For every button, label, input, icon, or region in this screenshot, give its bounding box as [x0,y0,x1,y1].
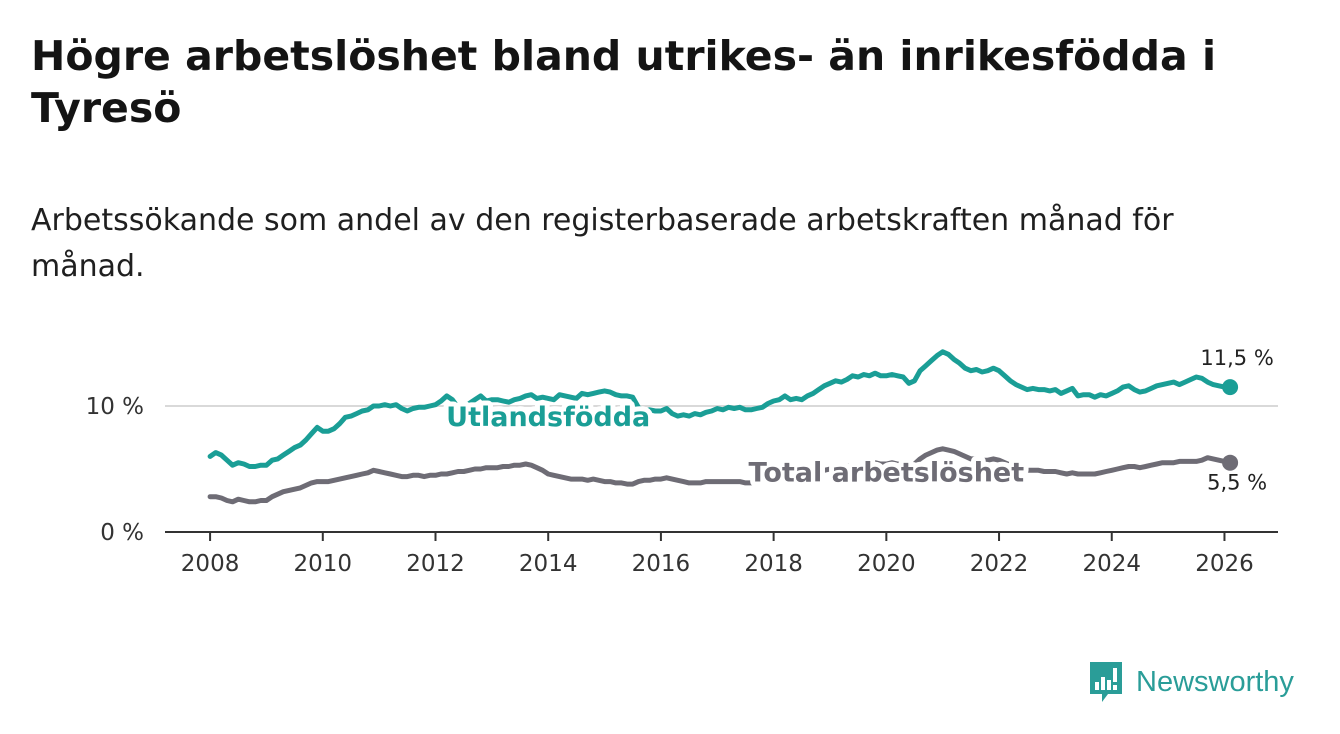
x-tick-label: 2020 [857,551,916,577]
x-tick-label: 2008 [181,551,240,577]
x-tick-label: 2022 [970,551,1029,577]
series-layer [207,349,1239,505]
x-tick-label: 2024 [1082,551,1141,577]
series-line-1 [207,446,1233,505]
axis-layer: 0 % 10 % 2008 2010 2012 2014 2016 2018 2020 2022 2… [86,394,1278,577]
brand-name: Newsworthy [1136,665,1294,698]
series-end-marker-0 [1222,379,1239,396]
series-name-label-1: Total arbetslöshet [749,458,1025,489]
brand-logo[interactable]: Newsworthy [1088,660,1294,704]
x-tick-label: 2010 [294,551,353,577]
end-value-label-1: 5,5 % [1207,471,1267,495]
end-value-label-0: 11,5 % [1200,346,1273,370]
x-tick-label: 2016 [632,551,691,577]
x-tick-label: 2012 [406,551,465,577]
series-name-label-0: Utlandsfödda [446,402,650,433]
y-tick-label: 10 % [86,394,144,420]
y-tick-label: 0 % [100,520,144,546]
label-layer: 11,5 % 5,5 % Utlandsfödda Total arbetslöshe… [441,346,1274,495]
series-line-0 [207,349,1233,469]
chart-subtitle: Arbetssökande som andel av den registerb… [31,203,1174,284]
series-end-marker-1 [1222,454,1239,471]
newsworthy-logo-icon [1090,662,1122,702]
x-tick-label: 2014 [519,551,578,577]
x-tick-label: 2026 [1195,551,1254,577]
x-tick-label: 2018 [744,551,803,577]
chart-title: Högre arbetslöshet bland utrikes- än inr… [31,32,1216,132]
